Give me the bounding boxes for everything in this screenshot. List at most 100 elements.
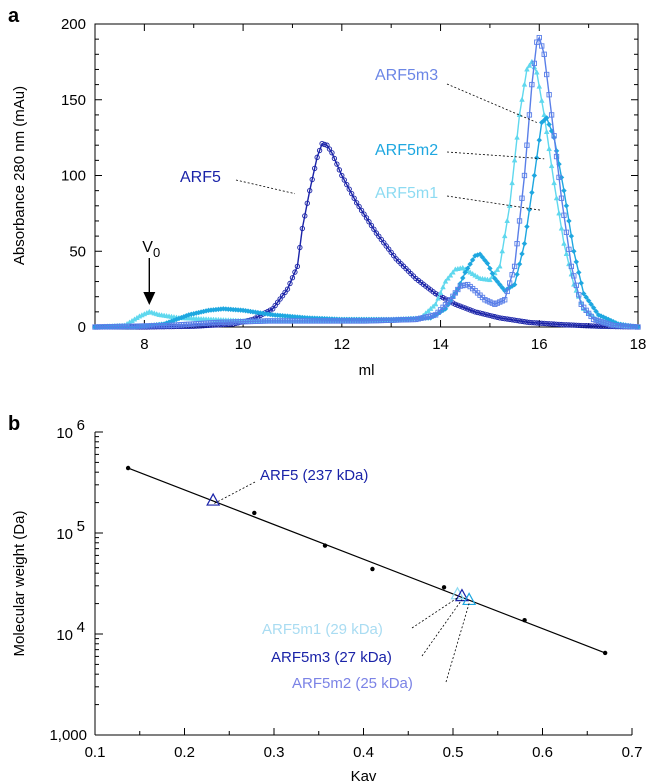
data-point bbox=[566, 218, 572, 224]
y-axis-title: Absorbance 280 nm (mAu) bbox=[11, 86, 28, 265]
data-point bbox=[558, 225, 565, 231]
panel-letter-a: a bbox=[8, 5, 20, 27]
data-point bbox=[346, 186, 352, 192]
data-point bbox=[524, 66, 530, 72]
data-point bbox=[492, 314, 498, 320]
data-point bbox=[378, 236, 384, 243]
data-point bbox=[469, 257, 476, 263]
data-point bbox=[511, 263, 518, 270]
x-axis-title: Kav bbox=[351, 768, 377, 783]
data-point bbox=[541, 111, 548, 117]
data-point bbox=[482, 257, 488, 264]
data-point bbox=[578, 280, 585, 286]
y-tick-label: 10 bbox=[56, 627, 73, 644]
data-point bbox=[568, 233, 575, 239]
data-point bbox=[521, 319, 528, 325]
series-ARF5m3 bbox=[92, 34, 641, 330]
data-point bbox=[533, 69, 540, 75]
data-point bbox=[292, 269, 298, 275]
data-point bbox=[334, 161, 340, 167]
data-point bbox=[321, 141, 328, 148]
x-tick-label: 0.6 bbox=[532, 744, 553, 761]
data-point bbox=[541, 51, 547, 57]
data-point bbox=[536, 137, 543, 143]
x-tick-label: 0.7 bbox=[622, 744, 643, 761]
data-point bbox=[521, 81, 528, 87]
data-point bbox=[299, 225, 305, 232]
data-point bbox=[351, 195, 357, 201]
data-point bbox=[499, 248, 506, 254]
data-point bbox=[514, 317, 520, 324]
data-point bbox=[571, 248, 577, 255]
x-tick-label: 0.5 bbox=[443, 744, 464, 761]
data-point bbox=[474, 309, 481, 316]
data-point bbox=[543, 128, 550, 134]
standard-point bbox=[125, 465, 131, 471]
series-label-ARF5m1: ARF5m1 bbox=[375, 185, 438, 202]
data-point bbox=[516, 218, 523, 224]
data-point bbox=[568, 322, 575, 328]
data-point bbox=[514, 271, 520, 278]
sample-label: ARF5m3 (27 kDa) bbox=[271, 649, 392, 666]
data-point bbox=[472, 272, 478, 278]
data-point bbox=[302, 213, 308, 219]
data-point bbox=[526, 319, 533, 326]
y-tick-label: 0 bbox=[78, 319, 86, 336]
series-label-ARF5m3: ARF5m3 bbox=[375, 67, 438, 84]
data-point bbox=[459, 264, 466, 270]
data-point bbox=[504, 316, 510, 322]
data-point bbox=[496, 263, 503, 269]
data-point bbox=[487, 276, 493, 283]
standard-point bbox=[602, 650, 608, 656]
data-point bbox=[590, 305, 597, 311]
data-point bbox=[502, 316, 508, 322]
data-point bbox=[571, 273, 577, 279]
data-point bbox=[482, 311, 488, 317]
x-tick-label: 0.1 bbox=[85, 744, 106, 761]
data-point bbox=[459, 275, 466, 281]
data-point bbox=[529, 189, 535, 196]
data-point bbox=[531, 60, 537, 67]
data-point bbox=[474, 273, 481, 280]
data-point bbox=[566, 246, 572, 253]
data-point bbox=[529, 81, 535, 88]
series-label-ARF5: ARF5 bbox=[180, 169, 221, 186]
data-point bbox=[546, 145, 552, 152]
data-point bbox=[277, 296, 283, 302]
data-point bbox=[452, 301, 459, 307]
data-point bbox=[297, 244, 303, 251]
data-point bbox=[504, 217, 511, 223]
series-ARF5m1 bbox=[92, 58, 641, 330]
y-tick-label: 50 bbox=[69, 243, 86, 260]
series-line bbox=[95, 142, 639, 328]
panel-letter-b: b bbox=[8, 413, 20, 435]
data-point bbox=[312, 165, 318, 172]
y-tick-label: 100 bbox=[61, 168, 86, 185]
y-tick-label: 10 bbox=[56, 526, 73, 543]
x-tick-label: 0.2 bbox=[174, 744, 195, 761]
data-point bbox=[561, 212, 567, 218]
data-point bbox=[563, 322, 570, 328]
data-point bbox=[593, 323, 599, 329]
data-point bbox=[538, 97, 545, 103]
data-point bbox=[469, 308, 476, 314]
data-point bbox=[494, 314, 500, 320]
data-point bbox=[499, 284, 506, 291]
x-tick-label: 16 bbox=[531, 336, 548, 353]
data-point bbox=[344, 181, 350, 188]
leader-line bbox=[212, 481, 256, 505]
data-point bbox=[489, 270, 496, 277]
data-point bbox=[544, 71, 550, 78]
data-point bbox=[279, 293, 286, 299]
data-point bbox=[553, 321, 560, 327]
void-volume-subscript: 0 bbox=[153, 245, 160, 260]
data-point bbox=[519, 318, 525, 324]
data-point bbox=[509, 272, 515, 278]
data-point bbox=[521, 240, 528, 247]
sample-label: ARF5m1 (29 kDa) bbox=[262, 621, 383, 638]
data-point bbox=[504, 288, 510, 295]
data-point bbox=[563, 203, 570, 209]
data-point bbox=[368, 222, 375, 229]
data-point bbox=[501, 232, 508, 239]
